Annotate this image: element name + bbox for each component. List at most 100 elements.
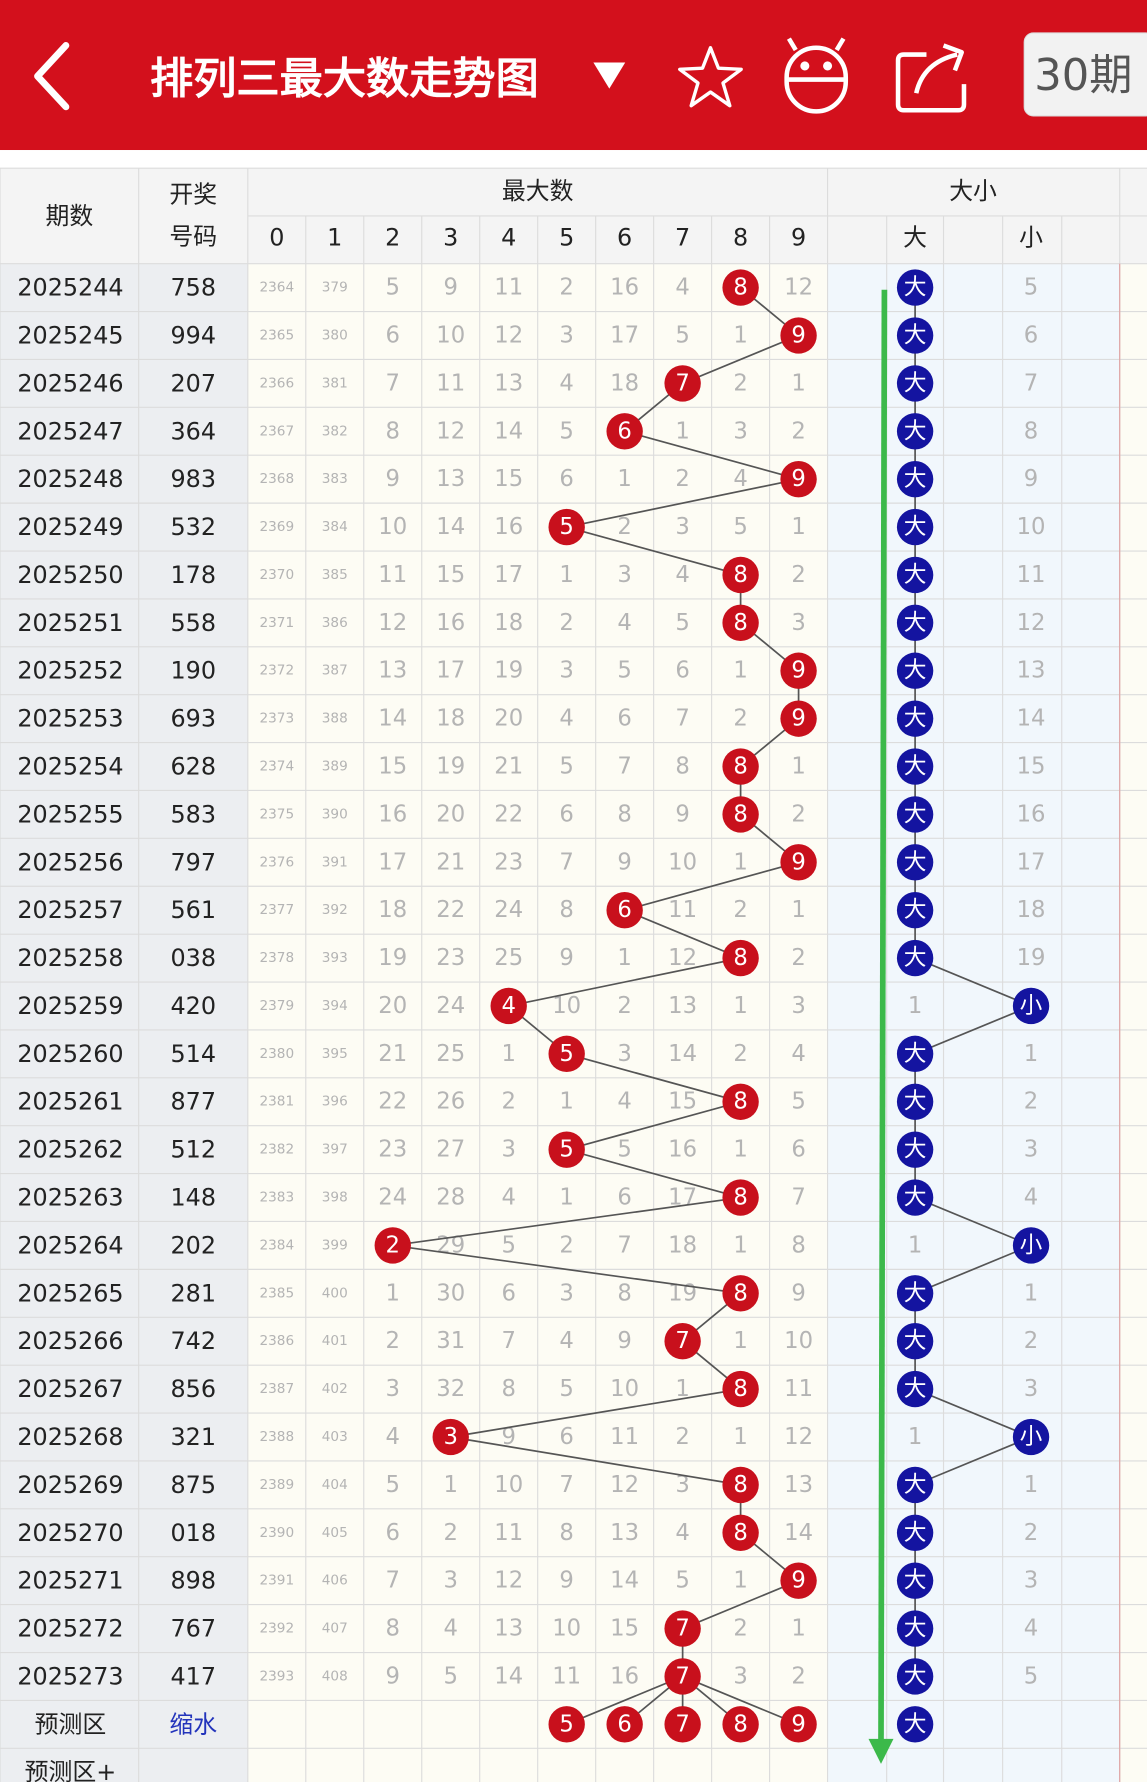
- miss-count: 390: [322, 806, 348, 822]
- size-ball: [896, 508, 934, 546]
- miss-count: 391: [322, 854, 348, 870]
- issue: 2025262: [17, 1136, 123, 1164]
- code: 797: [170, 848, 216, 876]
- miss-count: 406: [322, 1573, 348, 1589]
- forecast-ball-label: 8: [733, 1711, 747, 1737]
- back-button[interactable]: [34, 42, 70, 111]
- page-title[interactable]: 排列三最大数走势图: [150, 55, 539, 105]
- forecast-ball-label: 6: [617, 1711, 631, 1737]
- issue: 2025273: [17, 1662, 123, 1690]
- miss-count: 2384: [259, 1237, 294, 1253]
- miss-count: 1: [1024, 1041, 1038, 1067]
- miss-count: 14: [668, 1041, 697, 1067]
- miss-count: 2: [617, 993, 631, 1019]
- period-button-label[interactable]: 30期: [1034, 51, 1132, 101]
- miss-count: 3: [733, 1663, 747, 1689]
- share-button[interactable]: [895, 43, 967, 113]
- miss-count: 2: [559, 610, 573, 636]
- miss-count: 2: [675, 466, 689, 492]
- size-ball: [896, 556, 934, 594]
- miss-count: 13: [784, 1472, 813, 1498]
- forecast-label: 预测区+: [25, 1758, 117, 1782]
- code: 018: [170, 1519, 216, 1547]
- dropdown-arrow[interactable]: [593, 62, 626, 89]
- miss-count: 14: [494, 1663, 523, 1689]
- miss-count: 401: [322, 1333, 348, 1349]
- forecast-size-ball-label: 大: [904, 1711, 927, 1737]
- miss-count: 9: [617, 1328, 631, 1354]
- forecast-ball-label: 7: [675, 1711, 689, 1737]
- miss-count: 407: [322, 1621, 348, 1637]
- miss-count: 1: [791, 897, 805, 923]
- header-issue: 期数: [45, 202, 93, 230]
- miss-count: 6: [617, 706, 631, 732]
- miss-count: 2379: [259, 998, 294, 1014]
- miss-count: 1: [443, 1472, 457, 1498]
- robot-button[interactable]: [784, 37, 849, 114]
- miss-count: 14: [494, 418, 523, 444]
- miss-count: 1: [733, 993, 747, 1019]
- size-ball: [896, 1131, 934, 1168]
- hit-ball: [722, 748, 759, 785]
- miss-count: 2: [791, 801, 805, 827]
- miss-count: 2369: [259, 519, 294, 535]
- header-digit: 0: [269, 224, 284, 252]
- miss-count: 1: [1024, 1472, 1038, 1498]
- miss-count: 405: [322, 1525, 348, 1541]
- miss-count: 2372: [259, 663, 294, 679]
- code: 994: [170, 322, 216, 350]
- header-size: 小: [1019, 224, 1043, 252]
- favorite-button[interactable]: [678, 46, 743, 108]
- header-digit: 6: [617, 224, 632, 252]
- miss-count: 3: [559, 323, 573, 349]
- miss-count: 16: [610, 1663, 639, 1689]
- miss-count: 2373: [259, 711, 294, 727]
- miss-count: 32: [436, 1376, 465, 1402]
- size-ball-label: 大: [904, 275, 927, 301]
- miss-count: 2389: [259, 1477, 294, 1493]
- size-ball: [896, 1275, 934, 1312]
- miss-count: 6: [386, 323, 400, 349]
- miss-count: 7: [386, 1568, 400, 1594]
- size-ball: [896, 748, 934, 785]
- size-ball-label: 大: [904, 1568, 927, 1594]
- miss-count: 9: [386, 466, 400, 492]
- miss-count: 9: [386, 1663, 400, 1689]
- code: 628: [170, 753, 216, 781]
- issue: 2025245: [17, 322, 123, 350]
- size-ball-label: 大: [904, 706, 927, 732]
- miss-count: 12: [494, 323, 523, 349]
- hit-ball: [722, 269, 759, 306]
- miss-count: 23: [436, 945, 465, 971]
- miss-count: 7: [675, 706, 689, 732]
- hit-ball-label: 4: [501, 993, 515, 1019]
- miss-count: 5: [675, 610, 689, 636]
- hit-ball: [722, 1466, 759, 1504]
- miss-count: 6: [559, 466, 573, 492]
- miss-count: 5: [559, 1376, 573, 1402]
- miss-count: 2385: [259, 1285, 294, 1301]
- issue: 2025257: [17, 896, 123, 924]
- miss-count: 10: [1017, 514, 1046, 540]
- code: 420: [170, 992, 216, 1020]
- miss-count: 1: [791, 370, 805, 396]
- miss-count: 402: [322, 1381, 348, 1397]
- miss-count: 2: [559, 275, 573, 301]
- miss-count: 31: [436, 1328, 465, 1354]
- size-ball: [1012, 987, 1050, 1025]
- miss-count: 380: [322, 328, 348, 344]
- left-bg: [0, 263, 248, 1782]
- miss-count: 11: [784, 1376, 813, 1402]
- miss-count: 1: [617, 466, 631, 492]
- miss-count: 5: [733, 514, 747, 540]
- hit-ball: [780, 460, 817, 498]
- issue: 2025248: [17, 465, 123, 493]
- miss-count: 24: [436, 993, 465, 1019]
- miss-count: 4: [617, 1089, 631, 1115]
- period-button[interactable]: [1023, 32, 1147, 117]
- size-ball: [896, 604, 934, 642]
- miss-count: 2387: [259, 1381, 294, 1397]
- size-bg: [827, 263, 1147, 1782]
- size-ball: [896, 700, 934, 737]
- miss-count: 5: [443, 1663, 457, 1689]
